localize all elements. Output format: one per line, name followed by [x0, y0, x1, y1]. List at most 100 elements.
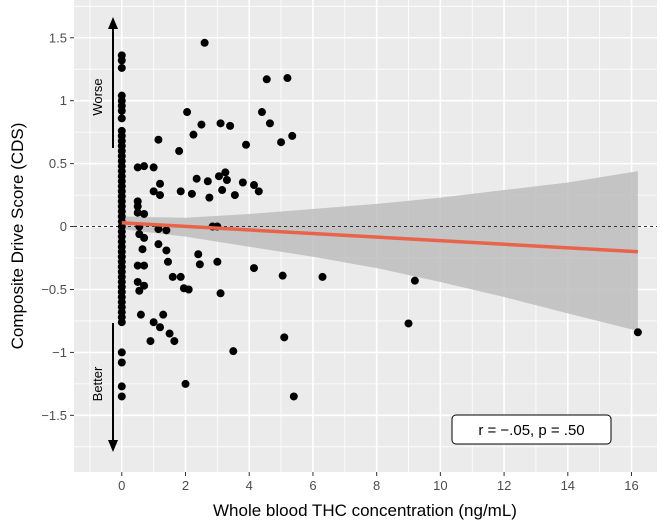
data-point: [149, 187, 158, 196]
data-point: [197, 120, 206, 129]
stat-box: [451, 414, 612, 445]
data-point: [176, 187, 185, 196]
data-point: [117, 348, 126, 357]
data-point: [136, 310, 145, 319]
data-point: [175, 147, 184, 156]
data-point: [218, 186, 227, 195]
y-tick-label: 1.5: [49, 30, 67, 45]
data-point: [222, 175, 231, 184]
worse-label: Worse: [90, 78, 105, 115]
data-point: [278, 271, 287, 280]
data-point: [176, 272, 185, 281]
y-tick-label: 0.5: [49, 156, 67, 171]
data-point: [140, 233, 149, 242]
data-point: [133, 202, 142, 211]
data-point: [117, 114, 126, 123]
data-point: [254, 187, 263, 196]
data-point: [404, 319, 413, 328]
data-point: [203, 177, 212, 186]
data-point: [140, 261, 149, 270]
x-tick-label: 14: [561, 478, 575, 493]
y-tick-label: 1: [60, 93, 67, 108]
data-point: [262, 75, 271, 84]
data-point: [146, 337, 155, 346]
data-point: [216, 119, 225, 128]
data-point: [205, 193, 214, 202]
data-point: [140, 209, 149, 218]
data-point: [318, 272, 327, 281]
data-point: [213, 257, 222, 266]
data-point: [159, 310, 168, 319]
y-tick-label: −1.5: [41, 408, 67, 423]
data-point: [162, 226, 171, 235]
data-point: [249, 264, 258, 273]
better-label: Better: [90, 366, 105, 401]
data-point: [133, 277, 142, 286]
data-point: [117, 392, 126, 401]
data-point: [194, 250, 203, 259]
data-point: [170, 337, 179, 346]
data-point: [214, 172, 223, 181]
data-point: [154, 225, 163, 234]
data-point: [181, 379, 190, 388]
data-point: [165, 329, 174, 338]
data-point: [133, 261, 142, 270]
data-point: [288, 131, 297, 140]
data-point: [162, 246, 171, 255]
data-point: [133, 208, 142, 217]
worse-arrowhead-icon: [108, 17, 118, 29]
data-point: [238, 178, 247, 187]
better-arrowhead-icon: [108, 440, 118, 452]
x-tick-label: 12: [497, 478, 511, 493]
x-tick-label: 16: [624, 478, 638, 493]
data-point: [117, 318, 126, 327]
data-point: [410, 276, 419, 285]
data-point: [242, 140, 251, 149]
data-point: [149, 163, 158, 172]
x-tick-label: 2: [182, 478, 189, 493]
data-point: [216, 289, 225, 298]
stat-label: r = −.05, p = .50: [478, 422, 584, 439]
data-point: [117, 63, 126, 72]
x-tick-label: 10: [433, 478, 447, 493]
y-axis-ticks: −1.5 −1 −0.5 0 0.5 1 1.5: [41, 30, 74, 423]
y-tick-label: 0: [60, 219, 67, 234]
data-point: [117, 358, 126, 367]
data-point: [189, 130, 198, 139]
data-point: [135, 286, 144, 295]
data-point: [192, 174, 201, 183]
x-tick-label: 6: [309, 478, 316, 493]
data-point: [140, 162, 149, 171]
data-point: [168, 272, 177, 281]
data-point: [154, 135, 163, 144]
data-point: [156, 323, 165, 332]
data-point: [117, 56, 126, 65]
data-point: [156, 191, 165, 200]
x-tick-label: 0: [118, 478, 125, 493]
data-point: [187, 189, 196, 198]
data-point: [289, 392, 298, 401]
data-point: [163, 257, 172, 266]
data-point: [257, 108, 266, 117]
data-point: [140, 281, 149, 290]
confidence-band: [121, 171, 638, 332]
x-tick-label: 4: [246, 478, 253, 493]
data-point: [230, 191, 239, 200]
x-axis-title: Whole blood THC concentration (ng/mL): [213, 501, 517, 520]
data-point: [229, 347, 238, 356]
data-point: [133, 163, 142, 172]
regression-line: [121, 221, 638, 254]
y-tick-label: −1: [52, 345, 67, 360]
data-point: [184, 285, 193, 294]
data-point: [138, 245, 147, 254]
minor-gridlines: [74, 0, 657, 472]
data-point: [154, 240, 163, 249]
data-point: [633, 328, 642, 337]
data-point: [221, 168, 230, 177]
data-point: [226, 121, 235, 130]
data-point: [283, 74, 292, 83]
y-tick-label: −0.5: [41, 282, 67, 297]
data-points: [117, 38, 642, 401]
data-point: [200, 38, 209, 47]
